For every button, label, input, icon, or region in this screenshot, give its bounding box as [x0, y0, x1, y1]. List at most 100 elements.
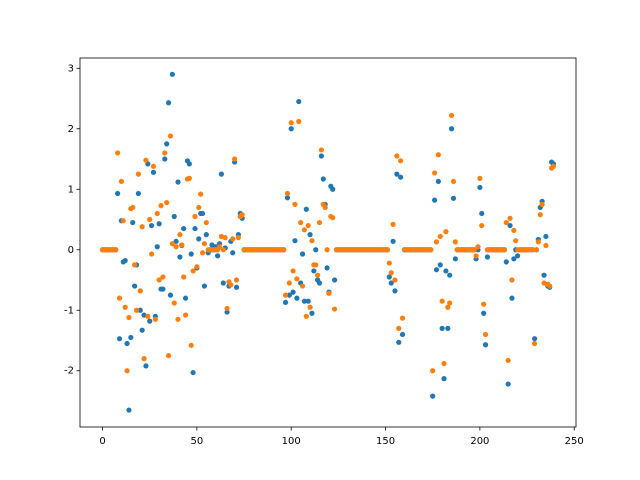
scatter-point [116, 295, 123, 301]
scatter-point [547, 283, 553, 289]
scatter-point [399, 331, 406, 338]
scatter-point [118, 178, 125, 185]
scatter-point [192, 225, 198, 232]
scatter-point [201, 283, 208, 289]
scatter-point [222, 235, 228, 241]
scatter-point [115, 190, 121, 197]
scatter-point [471, 247, 477, 253]
scatter-point [399, 315, 406, 321]
scatter-point [165, 100, 172, 106]
scatter-point [318, 153, 324, 159]
scatter-point [124, 368, 130, 374]
scatter-point [165, 353, 172, 359]
x-tick-label: 250 [565, 436, 584, 447]
scatter-point [443, 268, 449, 274]
scatter-point [130, 204, 136, 211]
scatter-point [550, 163, 557, 169]
scatter-point [224, 305, 230, 312]
scatter-point [477, 184, 483, 191]
scatter-point [301, 227, 308, 233]
scatter-point [230, 250, 236, 256]
scatter-point [286, 280, 292, 286]
scatter-point [396, 339, 402, 345]
scatter-point [294, 295, 300, 301]
scatter-point [316, 219, 323, 226]
scatter-point [392, 277, 398, 283]
scatter-point [173, 238, 179, 244]
scatter-point [509, 295, 515, 301]
scatter-point [307, 232, 313, 238]
scatter-point [186, 161, 192, 167]
scatter-point [122, 258, 128, 264]
scatter-point [388, 280, 394, 286]
x-tick-label: 150 [376, 436, 395, 447]
scatter-point [390, 221, 396, 227]
scatter-point [311, 268, 317, 274]
scatter-point [435, 178, 441, 185]
scatter-point [482, 331, 489, 338]
scatter-point [143, 157, 149, 163]
scatter-point [332, 277, 338, 283]
scatter-point [281, 247, 287, 253]
scatter-point [450, 195, 457, 201]
scatter-point [156, 221, 162, 227]
scatter-point [177, 232, 183, 238]
y-tick-label: 2 [68, 124, 74, 135]
scatter-point [479, 222, 485, 229]
scatter-point [507, 222, 513, 229]
scatter-point [164, 141, 170, 147]
scatter-point [132, 262, 138, 268]
scatter-point [160, 274, 166, 280]
scatter-point [284, 190, 291, 197]
scatter-point [233, 277, 240, 283]
scatter-point [482, 342, 489, 348]
scatter-point [543, 242, 549, 249]
scatter-point [330, 186, 336, 192]
scatter-point [169, 241, 175, 247]
scatter-point [173, 244, 179, 250]
scatter-point [201, 241, 208, 247]
x-tick-label: 200 [470, 436, 489, 447]
scatter-point [301, 298, 308, 304]
y-tick-label: -1 [64, 305, 74, 316]
scatter-point [384, 247, 391, 253]
scatter-point [284, 195, 291, 201]
scatter-point [511, 256, 517, 262]
scatter-point [126, 407, 132, 413]
scatter-point [537, 212, 543, 218]
scatter-point [475, 244, 481, 250]
scatter-point [181, 274, 187, 280]
plot-frame [79, 57, 577, 428]
scatter-point [505, 381, 511, 387]
scatter-point [299, 283, 306, 289]
scatter-point [543, 233, 549, 240]
scatter-point [198, 191, 204, 197]
scatter-point [448, 112, 455, 119]
scatter-point [430, 368, 436, 374]
scatter-point [160, 286, 166, 292]
scatter-point [162, 156, 168, 162]
scatter-point [390, 238, 396, 244]
scatter-point [431, 170, 438, 176]
scatter-point [203, 232, 209, 238]
scatter-point [439, 298, 445, 304]
scatter-point [113, 247, 119, 253]
scatter-point [233, 284, 240, 290]
scatter-point [177, 254, 183, 260]
scatter-point [452, 239, 458, 245]
scatter-point [290, 289, 296, 295]
y-tick-label: 3 [68, 63, 74, 74]
scatter-point [441, 376, 447, 382]
scatter-point [288, 126, 294, 132]
scatter-point [303, 206, 309, 212]
scatter-point [452, 256, 458, 262]
scatter-point [120, 218, 126, 224]
scatter-point [133, 307, 140, 313]
scatter-point [484, 254, 491, 260]
scatter-point [158, 203, 164, 209]
scatter-point [313, 262, 319, 268]
scatter-point [171, 213, 177, 220]
scatter-point [431, 197, 438, 203]
scatter-point [535, 239, 541, 245]
scatter-point [124, 340, 130, 347]
